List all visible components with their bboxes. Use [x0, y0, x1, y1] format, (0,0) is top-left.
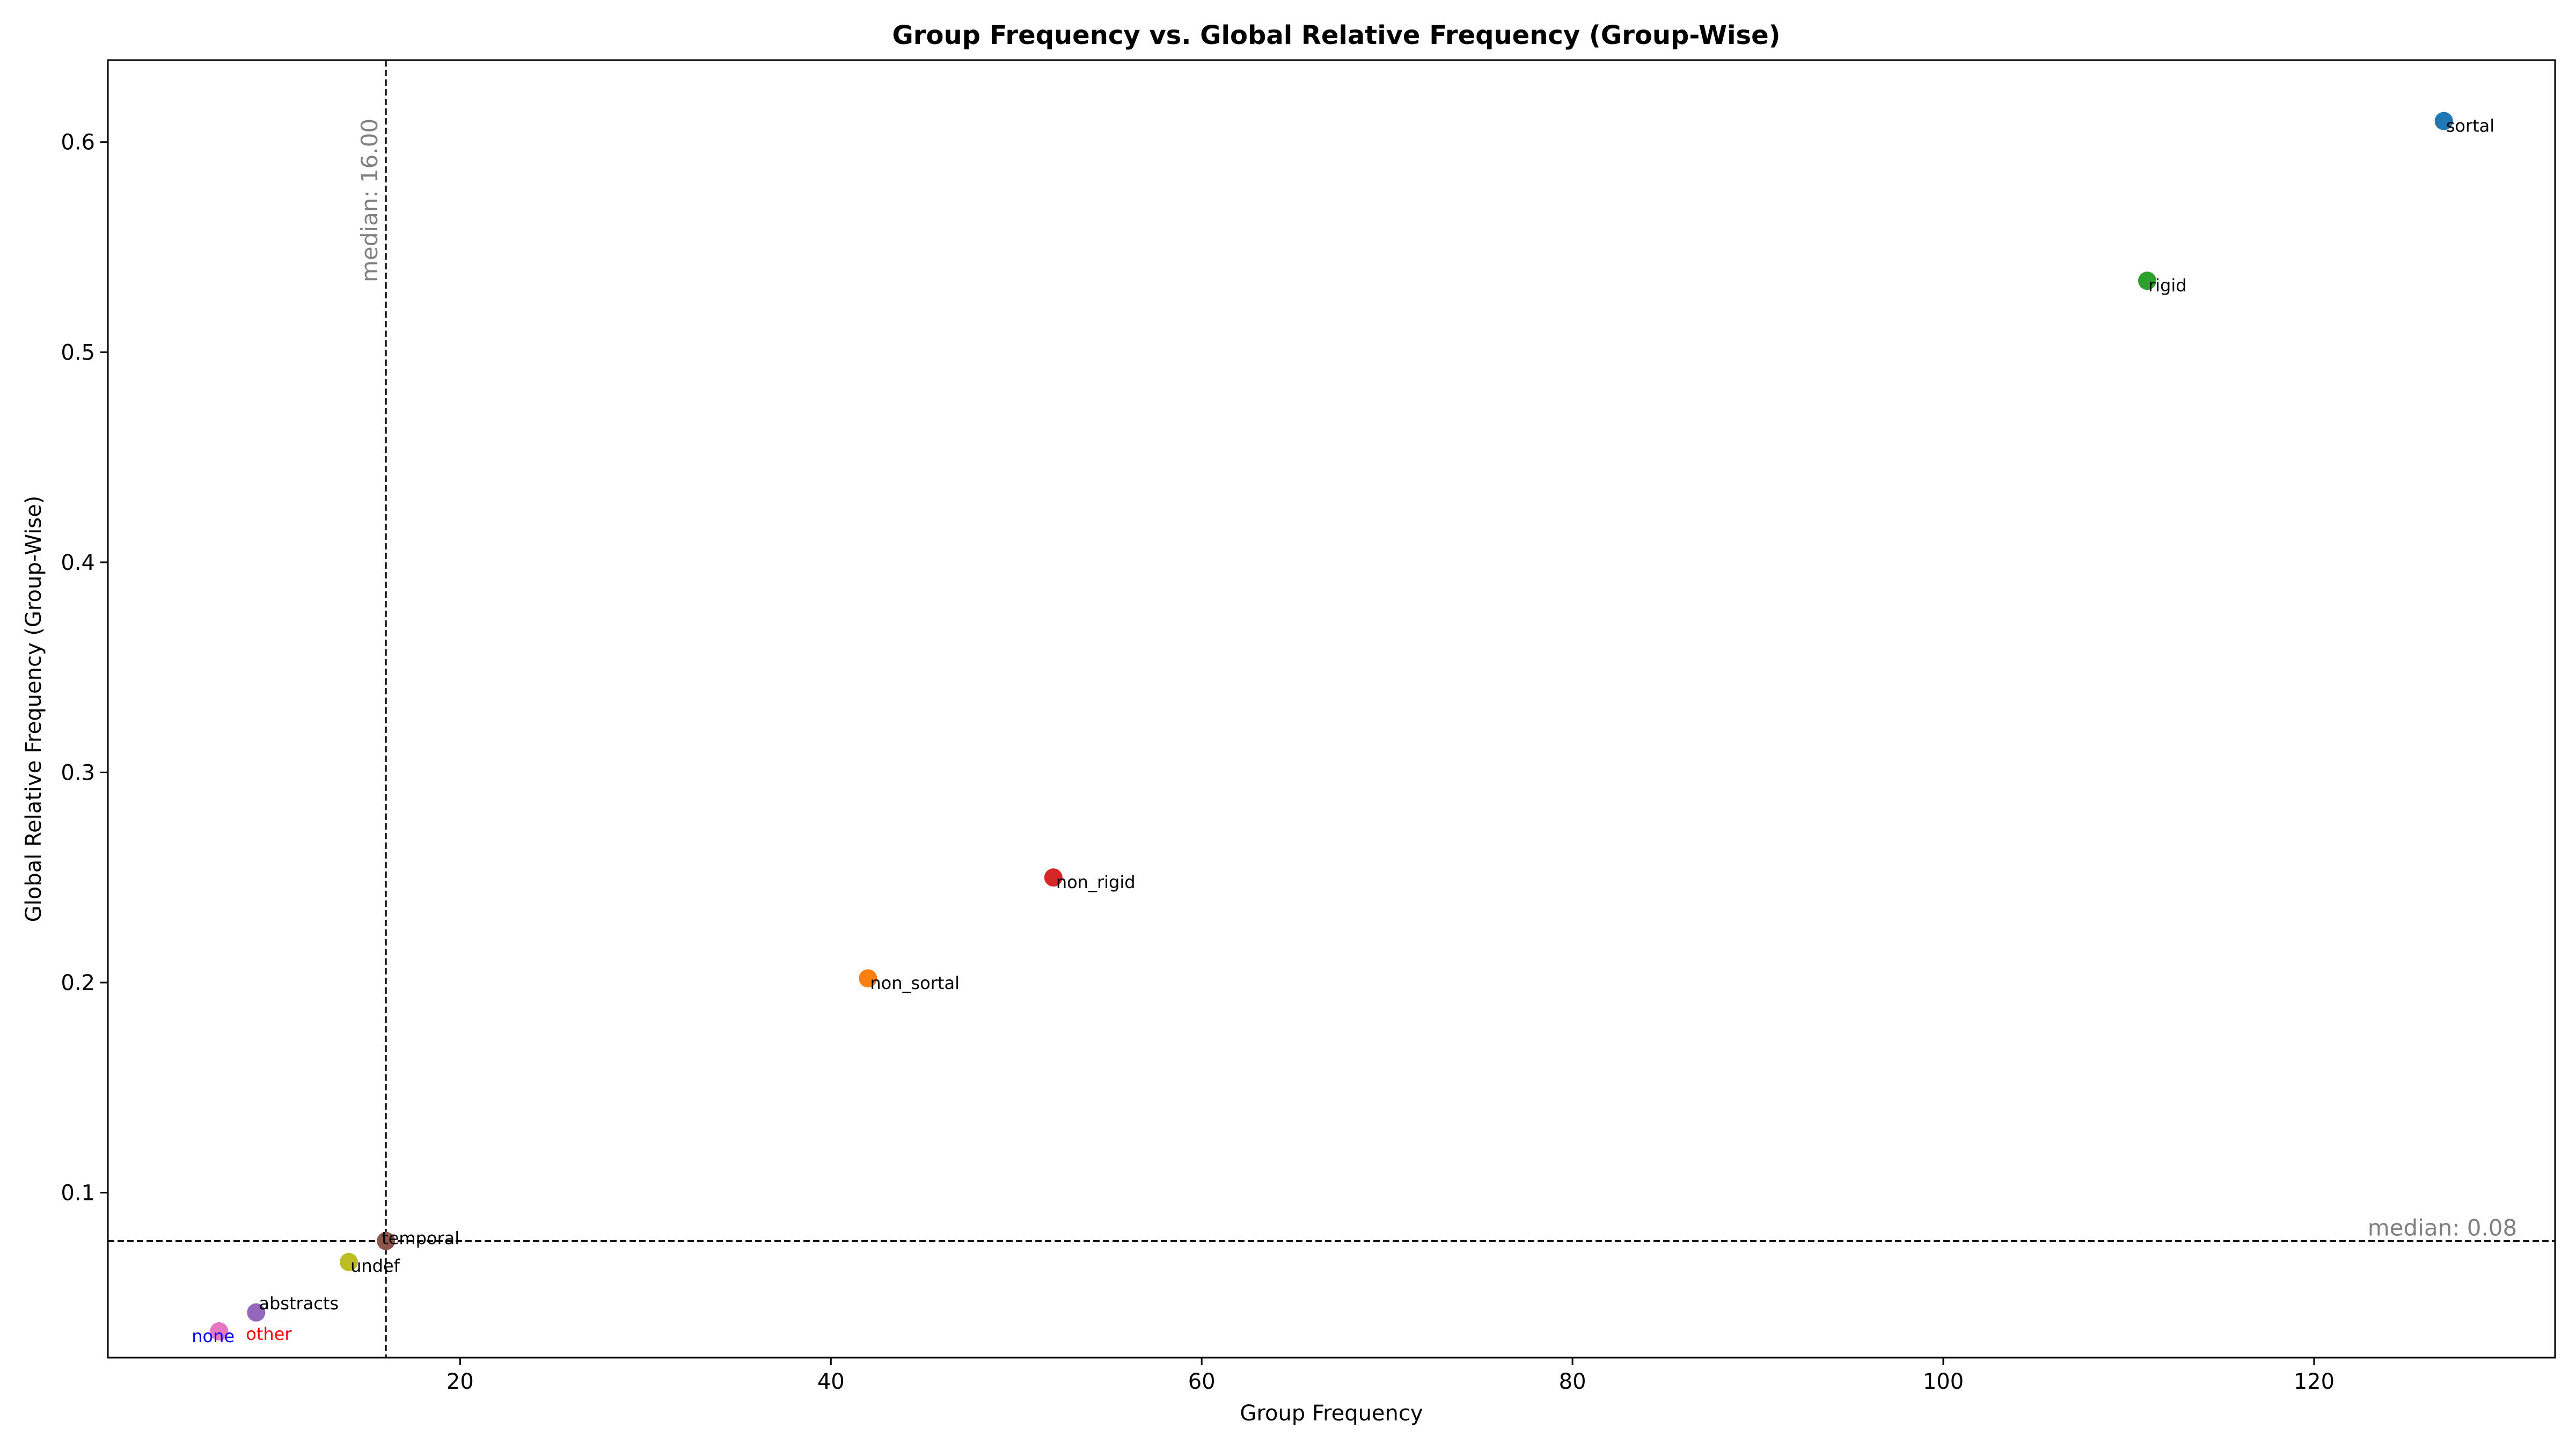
- y-tick-label: 0.1: [61, 1181, 95, 1206]
- scatter-point: [1044, 868, 1063, 887]
- point-label: non_sortal: [870, 973, 960, 993]
- y-tick-label: 0.6: [61, 130, 95, 155]
- point-label: other: [246, 1324, 292, 1344]
- point-label: rigid: [2148, 275, 2187, 296]
- scatter-point: [2138, 272, 2156, 290]
- plot-area: 20 40 60 80 100 120 0.1 0.2 0.3 0.4 0.5 0.6 median: …: [61, 60, 2555, 1394]
- scatter-point: [210, 1322, 229, 1341]
- y-tick-label: 0.4: [61, 551, 95, 575]
- median-y-label: median: 0.08: [2368, 1215, 2517, 1241]
- chart-title: Group Frequency vs. Global Relative Freq…: [892, 20, 1780, 50]
- x-tick-label: 20: [447, 1369, 474, 1394]
- point-label: sortal: [2446, 116, 2494, 136]
- scatter-point: [377, 1232, 396, 1250]
- point-label: undef: [350, 1256, 400, 1276]
- y-tick-label: 0.3: [61, 760, 95, 785]
- scatter-point: [247, 1303, 266, 1322]
- point-label: abstracts: [259, 1293, 339, 1314]
- x-tick-label: 40: [817, 1369, 845, 1394]
- plot-frame: [107, 59, 2556, 1359]
- x-tick-label: 80: [1559, 1369, 1586, 1394]
- y-tick-label: 0.2: [61, 971, 95, 995]
- x-tick-label: 100: [1923, 1369, 1964, 1394]
- scatter-point: [340, 1252, 358, 1271]
- point-label: non_rigid: [1056, 872, 1136, 892]
- point-label: temporal: [382, 1228, 459, 1249]
- y-tick-label: 0.5: [61, 340, 95, 365]
- y-axis-label: Global Relative Frequency (Group-Wise): [21, 496, 46, 922]
- scatter-point: [859, 969, 877, 988]
- x-tick-label: 60: [1188, 1369, 1216, 1394]
- x-axis-label: Group Frequency: [1240, 1401, 1423, 1426]
- scatter-point: [2434, 112, 2453, 130]
- median-x-label: median: 16.00: [356, 119, 383, 282]
- x-tick-label: 120: [2294, 1369, 2334, 1394]
- point-label: none: [192, 1326, 235, 1346]
